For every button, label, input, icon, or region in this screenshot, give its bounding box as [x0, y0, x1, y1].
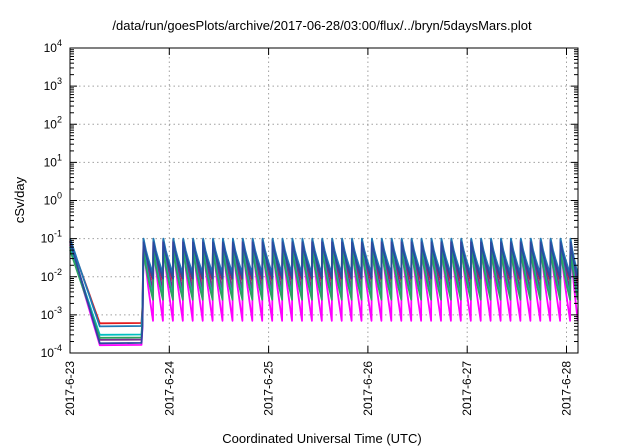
x-tick-label: 2017-6-24 [162, 361, 176, 416]
x-tick-label: 2017-6-26 [361, 361, 375, 416]
x-axis: 2017-6-23 2017-6-24 2017-6-25 2017-6-26 2017… [63, 48, 574, 416]
y-tick-label: 10-3 [41, 305, 62, 322]
y-axis-label: cSv/day [12, 176, 27, 223]
x-tick-label: 2017-6-28 [560, 361, 574, 416]
y-tick-label: 10-1 [41, 229, 62, 246]
y-tick-label: 102 [44, 114, 62, 131]
y-tick-label: 100 [44, 191, 62, 208]
chart-title: /data/run/goesPlots/archive/2017-06-28/0… [112, 18, 532, 33]
grid [70, 48, 578, 353]
y-tick-label: 101 [44, 152, 62, 169]
y-tick-label: 10-4 [41, 343, 62, 360]
x-tick-label: 2017-6-23 [63, 361, 77, 416]
y-axis: 10-4 10-3 10-2 10-1 100 101 102 103 104 [41, 38, 578, 360]
y-tick-label: 10-2 [41, 267, 62, 284]
y-tick-label: 103 [44, 76, 62, 93]
plot-frame [69, 47, 579, 354]
y-tick-label: 104 [44, 38, 62, 55]
x-tick-label: 2017-6-27 [460, 361, 474, 416]
x-tick-label: 2017-6-25 [262, 361, 276, 416]
series-line [69, 241, 579, 345]
x-axis-label: Coordinated Universal Time (UTC) [222, 431, 421, 446]
series-group [69, 237, 579, 347]
